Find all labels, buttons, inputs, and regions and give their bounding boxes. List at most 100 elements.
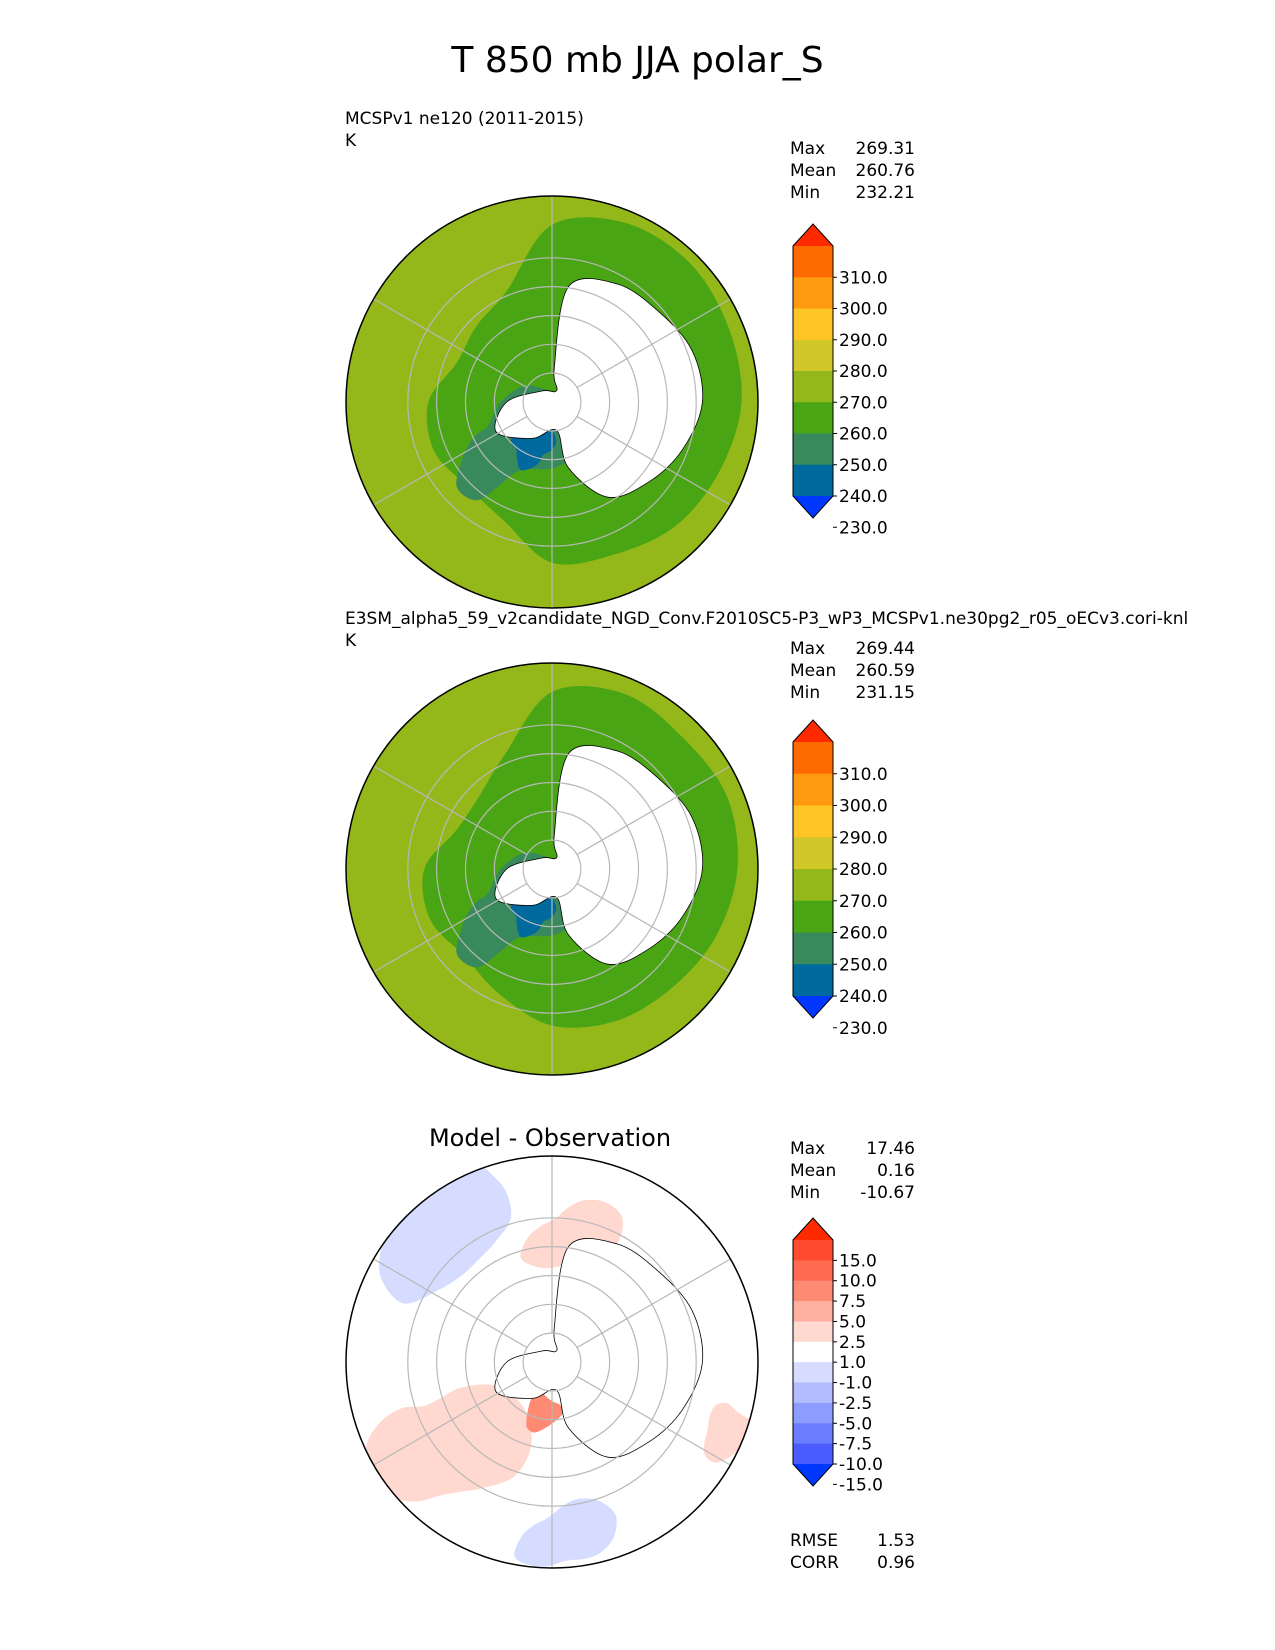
colorbar-tick-label: 310.0	[839, 765, 888, 785]
colorbar-segment	[793, 246, 833, 278]
warm-bias-southwest	[364, 1384, 532, 1502]
colorbar-panel-2: 310.0 300.0 290.0 280.0 270.0 260.0 250.0 240.0…	[792, 719, 888, 1039]
panel-3-metrics: RMSE 1.53 CORR 0.96	[790, 1530, 915, 1574]
meridian-line	[576, 415, 731, 506]
colorbar-segment	[793, 1301, 833, 1322]
stat-label: Mean	[790, 1161, 837, 1181]
colorbar-segment	[793, 1402, 833, 1424]
stat-value: 260.59	[855, 661, 915, 681]
meridian-line	[373, 1375, 528, 1466]
warm-bias-peak	[526, 1392, 563, 1433]
stat-value: 260.76	[855, 161, 915, 181]
colorbar-segment	[793, 1382, 833, 1404]
meridian-line	[576, 298, 731, 389]
stat-label: Min	[790, 183, 821, 203]
metric-label: RMSE	[790, 1531, 839, 1551]
cold-bias-south	[514, 1498, 617, 1567]
colorbar-segment	[793, 1280, 833, 1302]
panel-1-stats: Max 269.31 Mean 260.76 Min 232.21	[790, 138, 915, 204]
colorbar-tick-label: -2.5	[839, 1394, 872, 1414]
metric-value: 1.53	[877, 1531, 915, 1551]
colorbar-tick-label: 270.0	[839, 892, 888, 912]
colorbar-segment	[793, 1341, 833, 1363]
colorbar-segment	[793, 964, 833, 997]
colorbar-tick-label: 250.0	[839, 955, 888, 975]
colorbar-panel-3: 15.010.07.55.02.51.0-1.0-2.5-5.0-7.5-10.…	[792, 1217, 883, 1495]
colorbar-tick-label: 250.0	[839, 456, 888, 476]
stat-label: Max	[790, 139, 826, 159]
colorbar-tick-label: 10.0	[839, 1272, 877, 1292]
stat-value: 0.16	[877, 1161, 915, 1181]
colorbar-tick-label: 5.0	[839, 1312, 866, 1332]
colorbar-segment	[793, 1423, 833, 1445]
meridian-line	[373, 765, 528, 856]
colorbar-segment	[793, 308, 833, 341]
colorbar-panel-1: 310.0 300.0 290.0 280.0 270.0 260.0 250.0 240.0…	[792, 223, 888, 538]
colorbar-segment	[793, 1362, 833, 1384]
colorbar-segment	[793, 464, 833, 497]
meridian-line	[576, 1375, 731, 1466]
colorbar-tick-label: 280.0	[839, 860, 888, 880]
colorbar-tick-label: 290.0	[839, 331, 888, 351]
colorbar-segment	[793, 900, 833, 933]
panel-3-title: Model - Observation	[428, 1124, 672, 1152]
stat-value: 269.44	[855, 639, 915, 659]
polar-map-2	[345, 662, 759, 1076]
meridian-line	[576, 1258, 731, 1349]
map-boundary	[345, 195, 759, 609]
colorbar-tick-label: -15.0	[839, 1475, 883, 1495]
meridian-line	[373, 882, 528, 973]
metric-value: 0.96	[877, 1553, 915, 1573]
stat-label: Mean	[790, 161, 837, 181]
colorbar-segment	[793, 869, 833, 902]
colorbar-segment	[793, 433, 833, 466]
meridian-line	[373, 1258, 528, 1349]
colorbar-tick-label: -5.0	[839, 1414, 872, 1434]
colorbar-tick-label: 240.0	[839, 487, 888, 507]
stat-value: 231.15	[855, 683, 915, 703]
colorbar-tick-label: 300.0	[839, 300, 888, 320]
warm-bias-east	[704, 1402, 758, 1463]
colorbar-segment	[793, 805, 833, 838]
stat-label: Mean	[790, 661, 837, 681]
colorbar-tick-label: 260.0	[839, 425, 888, 445]
colorbar-tick-label: -7.5	[839, 1435, 872, 1455]
colorbar-segment	[793, 277, 833, 309]
colorbar-extend-min	[793, 996, 833, 1018]
panel-3-stats: Max 17.46 Mean 0.16 Min -10.67	[790, 1138, 915, 1204]
colorbar-tick-label: 260.0	[839, 924, 888, 944]
colorbar-tick-label: 300.0	[839, 797, 888, 817]
colorbar-tick-label: 230.0	[839, 518, 888, 538]
colorbar-tick-label: 290.0	[839, 828, 888, 848]
colorbar-segment	[793, 371, 833, 403]
metric-label: CORR	[790, 1553, 839, 1573]
map-fill	[346, 663, 758, 1075]
panel-2-title: E3SM_alpha5_59_v2candidate_NGD_Conv.F201…	[345, 609, 1189, 629]
meridian-line	[373, 415, 528, 506]
colorbar-segment	[793, 1321, 833, 1343]
stat-value: 232.21	[855, 183, 915, 203]
colorbar-extend-max	[793, 1218, 833, 1240]
stat-value: -10.67	[860, 1183, 915, 1203]
colorbar-extend-min	[793, 496, 833, 518]
colorbar-segment	[793, 837, 833, 870]
colorbar-segment	[793, 1260, 833, 1282]
colorbar-extend-max	[793, 720, 833, 742]
panel-2-stats: Max 269.44 Mean 260.59 Min 231.15	[790, 638, 915, 704]
meridian-line	[373, 298, 528, 389]
map-boundary	[345, 1155, 759, 1569]
figure-title: T 850 mb JJA polar_S	[451, 40, 824, 81]
map-boundary	[345, 662, 759, 1076]
stat-value: 17.46	[866, 1139, 915, 1159]
colorbar-extend-min	[793, 1464, 833, 1486]
stat-label: Max	[790, 1139, 826, 1159]
colorbar-extend-max	[793, 224, 833, 246]
colorbar-tick-label: 270.0	[839, 393, 888, 413]
colorbar-segment	[793, 339, 833, 372]
colorbar-segment	[793, 1240, 833, 1261]
stat-label: Min	[790, 683, 821, 703]
colorbar-segment	[793, 773, 833, 806]
colorbar-tick-label: 2.5	[839, 1333, 866, 1353]
colorbar-segment	[793, 932, 833, 965]
